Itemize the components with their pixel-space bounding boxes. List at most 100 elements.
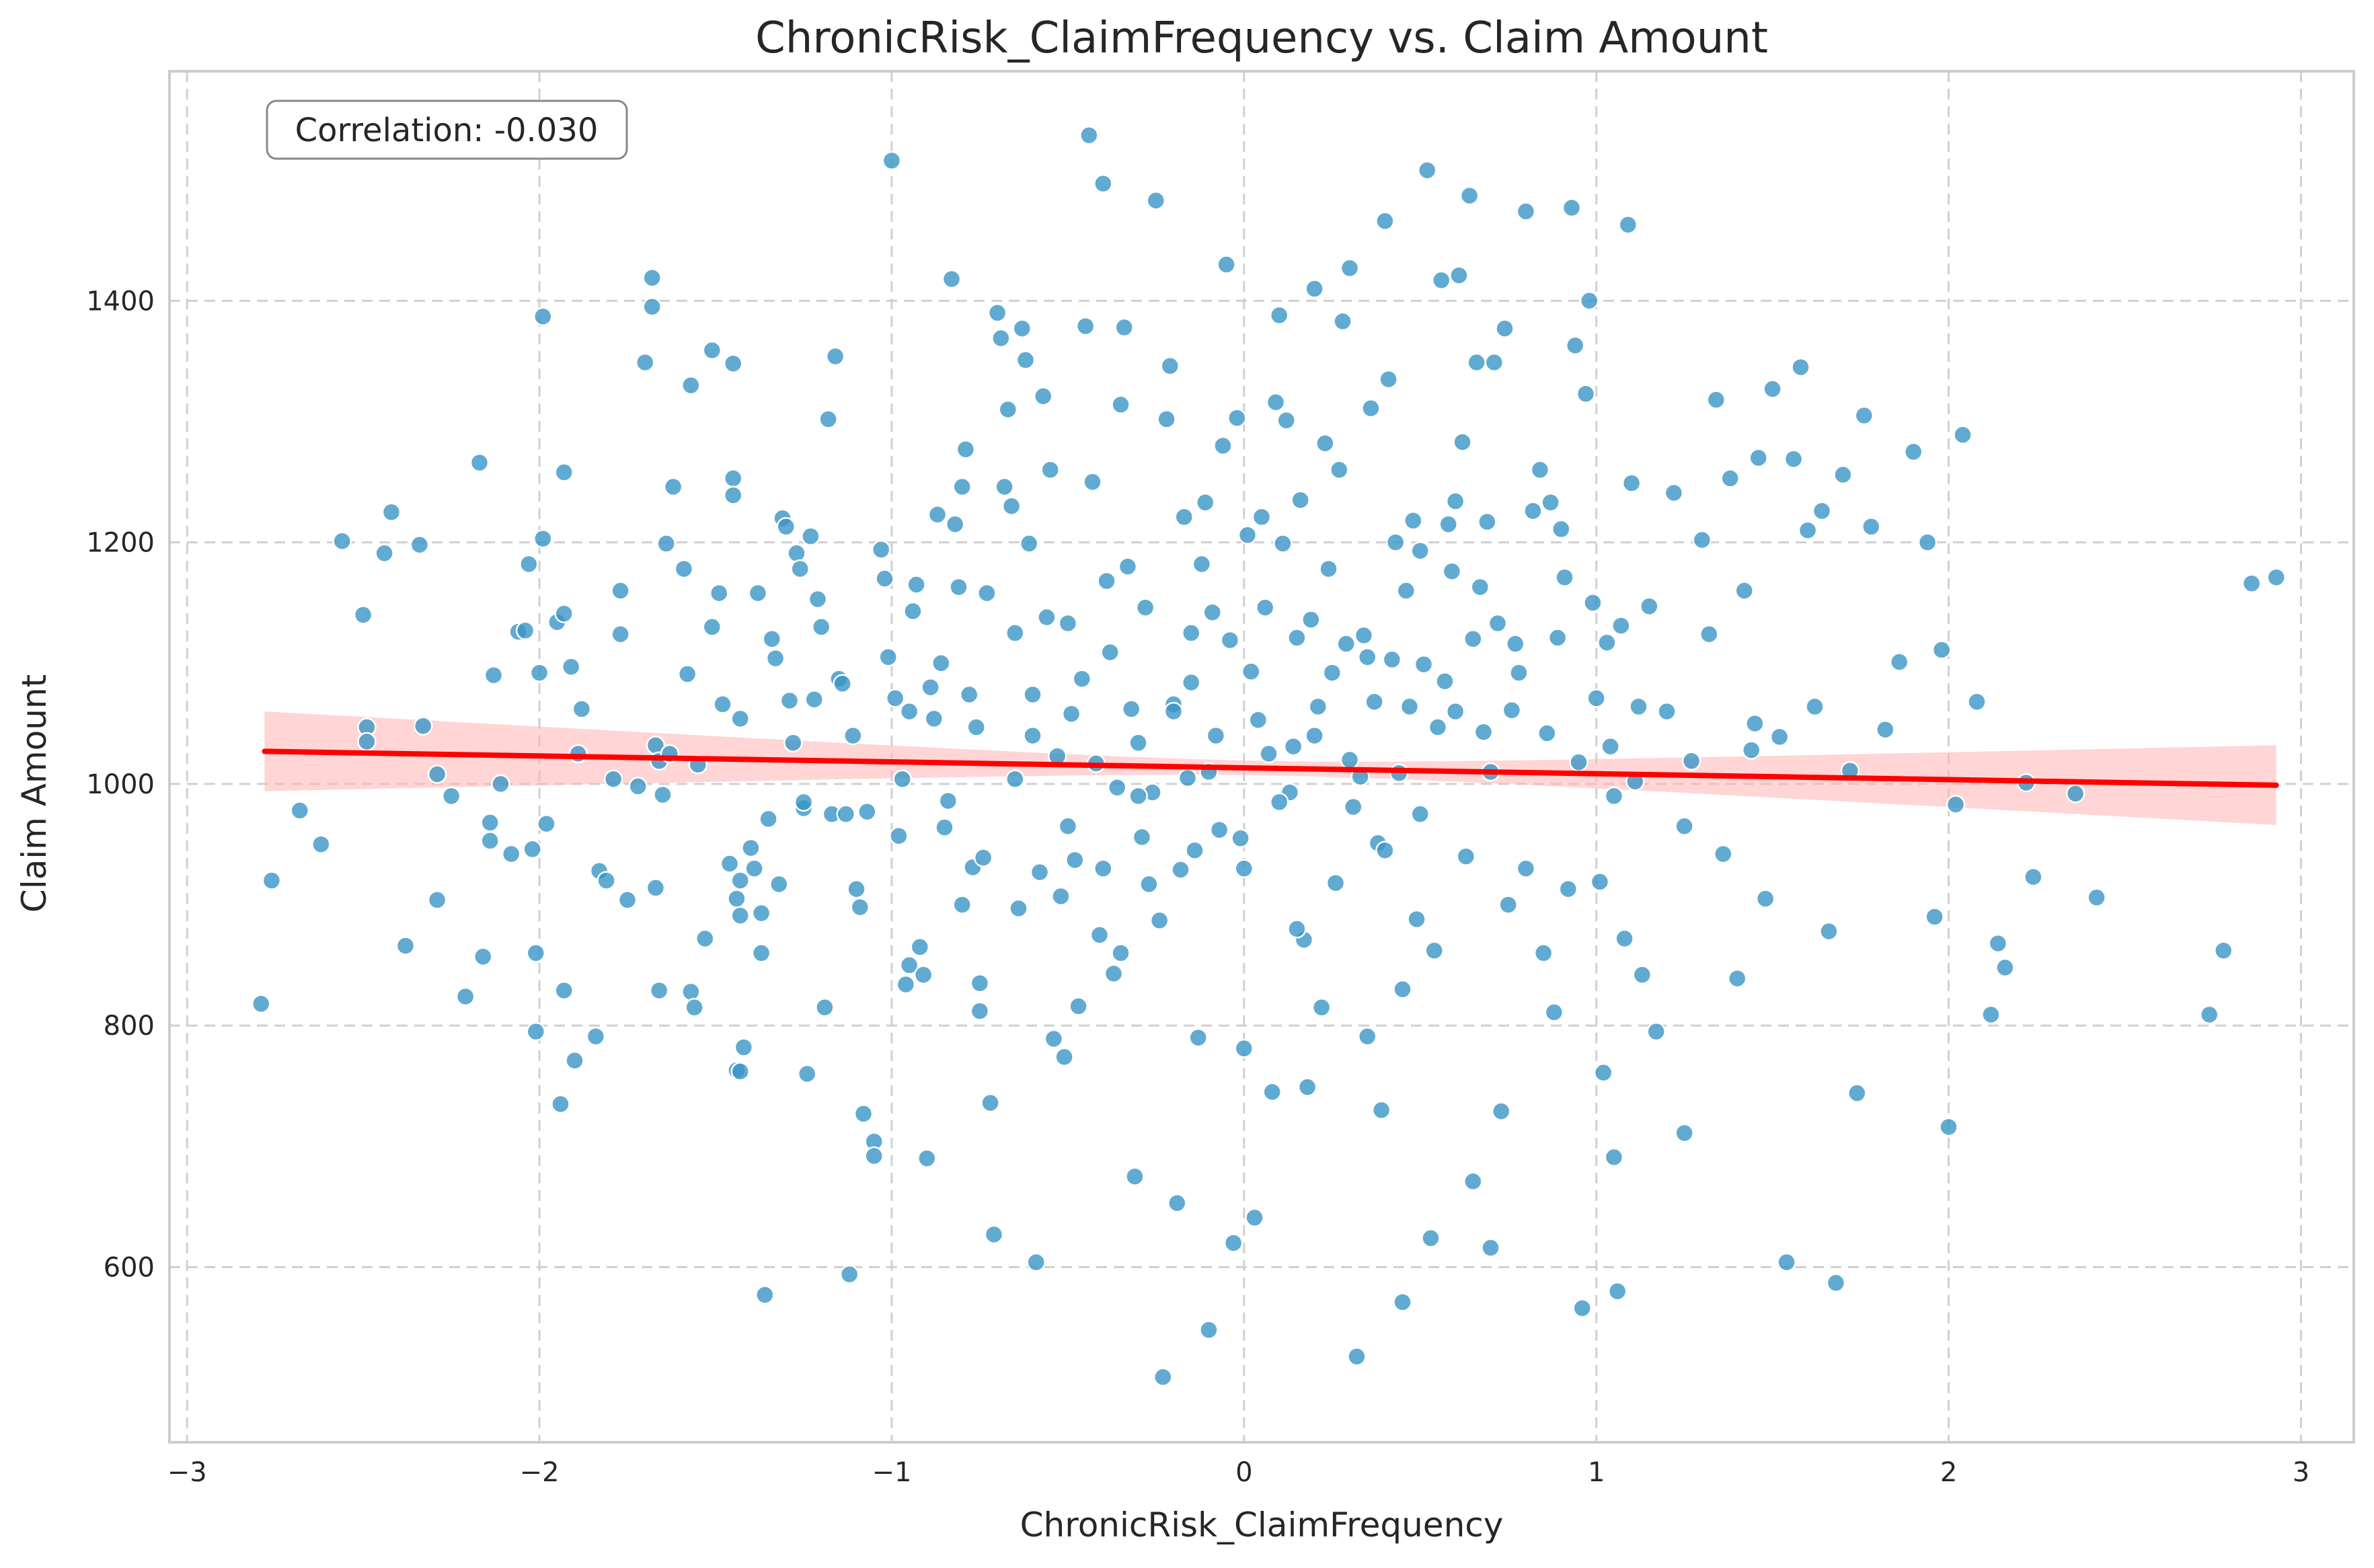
scatter-point	[1505, 634, 1525, 654]
scatter-point	[730, 709, 750, 729]
scatter-point	[945, 514, 965, 534]
scatter-point	[730, 871, 750, 890]
scatter-point	[1269, 792, 1289, 812]
scatter-point	[1763, 379, 1782, 399]
scatter-point	[924, 709, 944, 729]
scatter-point	[1100, 642, 1120, 662]
scatter-point	[1146, 190, 1166, 210]
scatter-point	[1629, 697, 1648, 717]
scatter-point	[702, 340, 722, 360]
scatter-point	[491, 774, 510, 794]
scatter-point	[857, 801, 877, 822]
x-tick-label: −2	[520, 1457, 560, 1488]
scatter-point	[1917, 533, 1938, 552]
scatter-point	[1586, 689, 1606, 708]
scatter-point	[783, 733, 803, 753]
scatter-point	[1044, 1029, 1064, 1049]
scatter-point	[1094, 859, 1113, 878]
scatter-point	[1245, 1208, 1264, 1228]
scatter-point	[1061, 704, 1081, 723]
scatter-point	[1375, 211, 1395, 231]
scatter-point	[1305, 279, 1324, 299]
scatter-point	[1502, 701, 1522, 720]
scatter-point	[1326, 873, 1346, 893]
scatter-point	[1393, 1292, 1412, 1312]
scatter-point	[1079, 125, 1099, 145]
scatter-point	[769, 874, 789, 894]
scatter-point	[1202, 602, 1222, 623]
scatter-point	[938, 791, 958, 811]
scatter-point	[952, 477, 972, 497]
scatter-point	[1777, 1253, 1796, 1272]
scatter-point	[970, 1001, 990, 1021]
scatter-point	[2213, 941, 2233, 961]
scatter-point	[1114, 317, 1134, 338]
scatter-point	[251, 994, 271, 1014]
scatter-point	[762, 629, 782, 649]
scatter-point	[1199, 1320, 1219, 1340]
scatter-point	[892, 769, 912, 789]
scatter-point	[1988, 933, 2008, 953]
scatter-point	[523, 839, 542, 859]
scatter-point	[1192, 554, 1212, 574]
scatter-point	[1354, 625, 1374, 645]
scatter-point	[1357, 648, 1377, 667]
scatter-point	[818, 409, 838, 429]
scatter-point	[1283, 736, 1303, 756]
scatter-point	[1311, 998, 1332, 1017]
scatter-point	[526, 943, 546, 963]
scatter-point	[1544, 1003, 1564, 1022]
scatter-point	[853, 1104, 874, 1124]
scatter-point	[1558, 879, 1578, 899]
scatter-point	[1590, 872, 1610, 892]
scatter-point	[1227, 408, 1247, 428]
scatter-point	[1072, 669, 1092, 689]
scatter-point	[1255, 598, 1275, 617]
scatter-point	[561, 657, 581, 676]
scatter-point	[1741, 740, 1761, 760]
scatter-point	[1241, 662, 1261, 682]
tick-labels: −3 −2 −1 0 1 2 3 600 800 1000 1200 1400	[86, 286, 2309, 1488]
scatter-point	[1121, 699, 1141, 719]
scatter-point	[1445, 701, 1465, 721]
scatter-point	[1276, 410, 1296, 430]
scatter-point	[1291, 490, 1310, 510]
scatter-point	[949, 577, 968, 597]
scatter-point	[882, 151, 902, 171]
scatter-point	[973, 848, 993, 867]
scatter-point	[1287, 628, 1307, 648]
y-tick-label: 1200	[86, 528, 155, 559]
scatter-point	[1382, 650, 1402, 670]
scatter-point	[1491, 1101, 1511, 1122]
scatter-point	[1847, 1083, 1867, 1103]
scatter-point	[1266, 392, 1286, 412]
scatter-point	[1439, 514, 1458, 534]
scatter-point	[987, 303, 1007, 323]
scatter-point	[748, 583, 768, 603]
scatter-point	[1237, 525, 1258, 545]
scatter-point	[1421, 1228, 1441, 1248]
regression-line	[262, 748, 2279, 788]
scatter-point	[1097, 571, 1116, 591]
scatter-point	[1347, 1347, 1367, 1366]
scatter-point	[794, 792, 814, 812]
scatter-point	[1516, 859, 1536, 878]
scatter-point	[1925, 907, 1944, 927]
scatter-point	[551, 1094, 570, 1114]
scatter-point	[991, 328, 1011, 348]
scatter-point	[529, 663, 549, 682]
scatter-point	[469, 453, 490, 473]
scatter-point	[646, 878, 666, 898]
scatter-point	[1019, 534, 1039, 553]
scatter-point	[1005, 623, 1025, 643]
scatter-point	[1833, 465, 1853, 485]
scatter-point	[790, 559, 810, 579]
scatter-point	[1459, 186, 1480, 206]
scatter-point	[1576, 384, 1596, 403]
scatter-point	[1889, 652, 1909, 672]
scatter-point	[1410, 541, 1430, 561]
scatter-point	[1012, 319, 1032, 338]
scatter-point	[1185, 840, 1204, 860]
scatter-point	[1217, 255, 1236, 274]
scatter-point	[998, 399, 1018, 420]
